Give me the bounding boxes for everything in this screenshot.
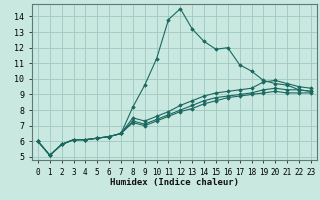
X-axis label: Humidex (Indice chaleur): Humidex (Indice chaleur): [110, 178, 239, 187]
